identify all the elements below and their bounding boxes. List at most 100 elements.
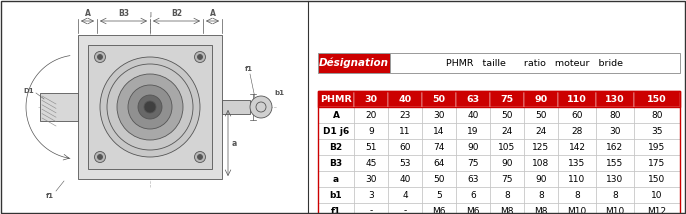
Text: I: I <box>149 12 151 18</box>
Bar <box>490 171 524 187</box>
Text: 24: 24 <box>535 126 547 135</box>
Text: 110: 110 <box>569 174 586 183</box>
Text: 9: 9 <box>368 126 374 135</box>
Bar <box>596 123 634 139</box>
Text: 30: 30 <box>364 95 377 104</box>
Text: 90: 90 <box>501 159 512 168</box>
Bar <box>634 107 680 123</box>
Text: a: a <box>333 174 339 183</box>
Bar <box>524 171 558 187</box>
Bar <box>318 139 354 155</box>
Text: 8: 8 <box>574 190 580 199</box>
Text: M8: M8 <box>534 207 547 214</box>
Text: 28: 28 <box>571 126 582 135</box>
Bar <box>318 155 354 171</box>
Bar <box>422 91 456 107</box>
Bar <box>524 187 558 203</box>
Bar <box>456 187 490 203</box>
Bar <box>354 91 388 107</box>
Bar <box>318 91 680 214</box>
Text: 125: 125 <box>532 143 549 152</box>
Text: M8: M8 <box>500 207 514 214</box>
Text: 40: 40 <box>399 174 411 183</box>
Text: B2: B2 <box>171 9 182 18</box>
Text: 19: 19 <box>467 126 479 135</box>
Bar <box>634 171 680 187</box>
Text: 75: 75 <box>501 174 512 183</box>
Circle shape <box>195 152 206 162</box>
Bar <box>558 187 596 203</box>
Circle shape <box>128 85 172 129</box>
Bar <box>490 123 524 139</box>
Bar <box>388 187 422 203</box>
Bar <box>634 155 680 171</box>
Bar <box>318 91 680 107</box>
Bar <box>558 155 596 171</box>
Bar <box>596 187 634 203</box>
Bar <box>318 171 354 187</box>
Text: 50: 50 <box>535 110 547 119</box>
Text: 155: 155 <box>606 159 624 168</box>
Text: 110: 110 <box>567 95 587 104</box>
Bar <box>388 203 422 214</box>
Bar <box>354 187 388 203</box>
Text: 30: 30 <box>609 126 621 135</box>
Text: 90: 90 <box>534 95 547 104</box>
Text: B3: B3 <box>329 159 342 168</box>
Text: 63: 63 <box>467 174 479 183</box>
Text: 8: 8 <box>538 190 544 199</box>
Text: 14: 14 <box>434 126 445 135</box>
Text: b1: b1 <box>274 90 284 96</box>
Circle shape <box>97 155 102 159</box>
Bar <box>524 203 558 214</box>
Bar <box>78 35 222 179</box>
Circle shape <box>144 101 156 113</box>
Text: 8: 8 <box>612 190 618 199</box>
Bar <box>422 203 456 214</box>
Text: 162: 162 <box>606 143 624 152</box>
Bar <box>524 91 558 107</box>
Bar <box>88 45 212 169</box>
Text: PHMR   taille      ratio   moteur   bride: PHMR taille ratio moteur bride <box>447 58 624 67</box>
Text: M6: M6 <box>466 207 480 214</box>
Text: f1: f1 <box>46 193 54 199</box>
Bar <box>490 107 524 123</box>
Bar <box>422 123 456 139</box>
Text: M12: M12 <box>648 207 667 214</box>
Bar <box>490 203 524 214</box>
Bar <box>456 171 490 187</box>
Bar <box>318 107 354 123</box>
Text: f1: f1 <box>245 66 253 72</box>
Text: D1 j6: D1 j6 <box>323 126 349 135</box>
Bar <box>524 139 558 155</box>
Text: 11: 11 <box>399 126 411 135</box>
Bar <box>456 107 490 123</box>
Bar <box>388 171 422 187</box>
Text: 60: 60 <box>399 143 411 152</box>
Text: 75: 75 <box>501 95 514 104</box>
Bar <box>318 53 390 73</box>
Bar <box>354 203 388 214</box>
Circle shape <box>95 52 106 62</box>
Text: 60: 60 <box>571 110 582 119</box>
Text: 51: 51 <box>365 143 377 152</box>
Text: B3: B3 <box>118 9 129 18</box>
Text: 64: 64 <box>434 159 445 168</box>
Circle shape <box>100 57 200 157</box>
Bar <box>422 139 456 155</box>
Circle shape <box>198 155 202 159</box>
Text: 10: 10 <box>651 190 663 199</box>
Bar <box>390 53 680 73</box>
Circle shape <box>198 55 202 59</box>
Bar <box>558 139 596 155</box>
Bar <box>524 123 558 139</box>
Text: a: a <box>232 138 237 147</box>
Text: 45: 45 <box>366 159 377 168</box>
Text: 130: 130 <box>606 174 624 183</box>
Text: M6: M6 <box>432 207 446 214</box>
Bar <box>490 139 524 155</box>
Text: 50: 50 <box>501 110 512 119</box>
Text: M10: M10 <box>567 207 587 214</box>
Bar <box>422 155 456 171</box>
Bar <box>354 107 388 123</box>
